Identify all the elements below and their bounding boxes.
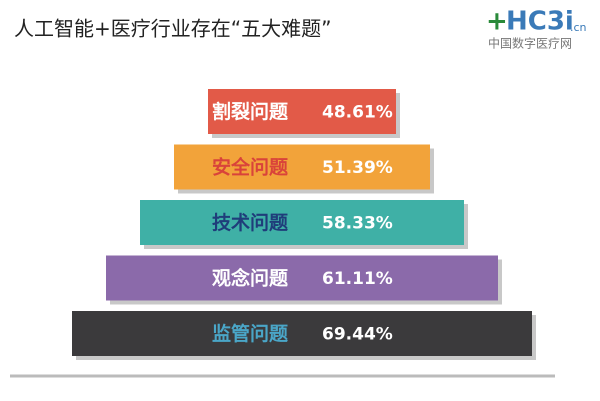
- category-label: 安全问题: [212, 156, 288, 179]
- bar: [72, 311, 532, 356]
- value-label: 61.11%: [322, 269, 393, 289]
- bar: [140, 200, 464, 245]
- logo-subtitle: 中国数字医疗网: [488, 36, 572, 51]
- category-label: 技术问题: [212, 211, 288, 234]
- logo-brand: HC3i: [506, 7, 574, 37]
- value-label: 51.39%: [322, 158, 393, 178]
- category-label: 观念问题: [212, 267, 288, 290]
- category-label: 割裂问题: [212, 100, 288, 123]
- value-label: 58.33%: [322, 214, 393, 234]
- bar: [208, 89, 396, 134]
- logo-plus: +: [486, 7, 508, 37]
- logo: + HC3i .cn 中国数字医疗网: [486, 7, 587, 51]
- logo-domain: .cn: [570, 21, 587, 34]
- bar: [106, 255, 498, 301]
- value-label: 48.61%: [322, 103, 393, 123]
- value-label: 69.44%: [322, 325, 393, 345]
- bar: [174, 144, 430, 190]
- chart-title: 人工智能+医疗行业存在“五大难题”: [14, 17, 331, 41]
- category-label: 监管问题: [212, 322, 288, 345]
